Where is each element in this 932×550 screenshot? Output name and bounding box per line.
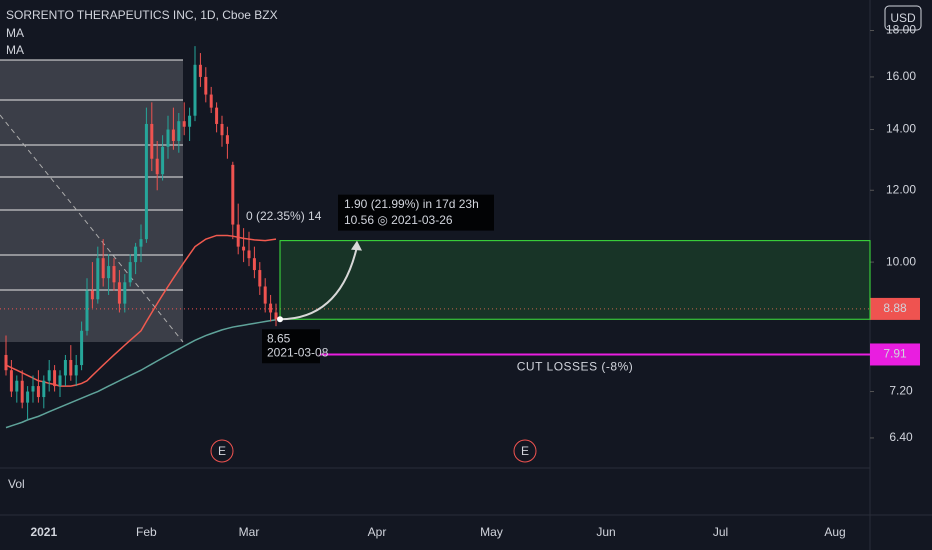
drawing-lines — [0, 59, 183, 291]
earnings-label: E — [521, 444, 529, 458]
chart-title: SORRENTO THERAPEUTICS INC, 1D, Cboe BZX — [6, 8, 278, 22]
stop-box — [870, 343, 920, 366]
candle-body — [247, 250, 251, 259]
candle-body — [101, 258, 105, 279]
candle-body — [236, 224, 240, 247]
x-tick-label: Jun — [596, 525, 615, 539]
legend-entry: MA — [6, 43, 24, 57]
currency-box[interactable] — [884, 5, 922, 31]
last-price-box — [870, 297, 920, 320]
candle-body — [263, 286, 267, 304]
x-tick-label: Jul — [713, 525, 728, 539]
candle-body — [42, 380, 46, 398]
y-tick-label: 7.20 — [889, 384, 913, 398]
candle-body — [53, 370, 57, 387]
marks — [4, 46, 278, 429]
y-tick-label: 6.40 — [889, 430, 913, 444]
candle-body — [26, 391, 30, 403]
candle-body — [15, 380, 19, 392]
candle-body — [85, 290, 89, 331]
target-tag — [338, 194, 494, 231]
projection-box — [279, 240, 871, 320]
candle-body — [242, 246, 246, 251]
candle-body — [31, 386, 35, 392]
entry-tag — [262, 329, 320, 364]
y-tick-label: 10.00 — [886, 254, 916, 268]
candle-body — [166, 129, 170, 147]
entry-label: 8.65 — [267, 331, 291, 345]
candle-body — [63, 359, 67, 376]
candle-body — [193, 64, 197, 116]
x-tick-label: Feb — [136, 525, 157, 539]
last-price-label: 8.88 — [883, 301, 907, 315]
entry-dot — [277, 316, 283, 323]
earnings-marker — [513, 439, 537, 463]
drawing-box — [0, 60, 183, 342]
candle-body — [9, 370, 13, 392]
candle-body — [188, 115, 192, 127]
candle-body — [274, 312, 278, 320]
ma-line — [5, 234, 277, 387]
candle-body — [123, 282, 127, 304]
candle-body — [182, 121, 186, 127]
candle-body — [80, 330, 84, 366]
candle-body — [225, 135, 229, 144]
volume-label: Vol — [8, 477, 25, 491]
candle-body — [209, 94, 213, 108]
y-tick-label: 14.00 — [886, 122, 916, 136]
earnings-marker — [210, 439, 234, 463]
candle-body — [58, 375, 62, 387]
candle-body — [155, 158, 159, 175]
candle-body — [198, 64, 202, 77]
candle-body — [112, 266, 116, 283]
candle-body — [177, 121, 181, 141]
projection-arrow — [279, 246, 358, 321]
ghost-text: 0 (22.35%) 14 — [246, 209, 322, 223]
candle-body — [74, 365, 78, 376]
earnings-label: E — [218, 444, 226, 458]
candle-body — [204, 76, 208, 95]
x-tick-label: May — [480, 525, 503, 539]
candle-body — [139, 239, 143, 247]
arrow-head — [351, 240, 362, 251]
candle-body — [128, 262, 132, 283]
candle-body — [150, 123, 154, 159]
y-tick-label: 18.00 — [886, 23, 916, 37]
candle-body — [134, 246, 138, 263]
x-tick-label: Mar — [239, 525, 260, 539]
candle-body — [90, 290, 94, 300]
y-tick-label: 12.00 — [886, 182, 916, 196]
stop-text: CUT LOSSES (-8%) — [517, 360, 633, 374]
candle-body — [215, 107, 219, 124]
x-tick-label: Apr — [368, 525, 387, 539]
candle-body — [20, 380, 24, 403]
candle-body — [47, 370, 51, 381]
candle-body — [144, 123, 148, 240]
x-tick-label: 2021 — [30, 525, 57, 539]
candle-body — [258, 270, 262, 287]
currency[interactable]: USD — [890, 11, 916, 25]
dashed-trend — [0, 114, 184, 343]
change-text: 1.90 (21.99%) in 17d 23h — [344, 197, 479, 211]
candle-body — [171, 129, 175, 141]
candle-body — [161, 146, 165, 175]
candle-body — [117, 282, 121, 304]
candle-body — [36, 386, 40, 398]
candle-body — [231, 164, 235, 225]
ma-line — [5, 318, 277, 429]
candle-body — [4, 354, 8, 371]
candle-body — [69, 359, 73, 376]
candle-body — [252, 258, 256, 271]
legend-entry: MA — [6, 26, 24, 40]
x-tick-label: Aug — [824, 525, 845, 539]
entry-date: 2021-03-08 — [267, 345, 329, 359]
y-tick-label: 16.00 — [886, 69, 916, 83]
candle-body — [269, 303, 273, 313]
candle-body — [220, 123, 224, 136]
candle-body — [107, 266, 111, 279]
candle-body — [96, 258, 100, 300]
stop-label: 7.91 — [883, 347, 907, 361]
target-label: 10.56 ◎ 2021-03-26 — [344, 213, 453, 227]
